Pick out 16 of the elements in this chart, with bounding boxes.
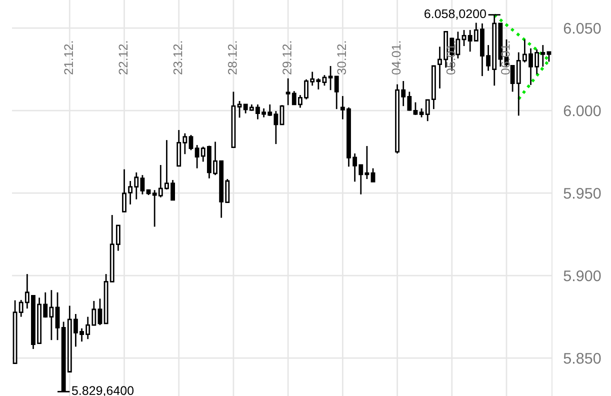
annotation: 5.829,6400 [72, 386, 134, 396]
x-tick-label: 05.01. [446, 41, 456, 75]
x-tick-label: 06.01. [501, 41, 510, 75]
x-tick-label: 22.12. [118, 41, 128, 74]
x-tick-label: 21.12. [64, 41, 73, 74]
y-tick-label: 6.000 [564, 105, 601, 116]
x-tick-label: 29.12. [282, 41, 292, 74]
x-tick-label: 28.12. [228, 41, 237, 74]
y-tick-label: 6.050 [564, 22, 601, 34]
x-tick-label: 30.12. [337, 41, 346, 75]
x-tick-label: 04.01. [392, 41, 401, 75]
x-tick-label: 23.12. [173, 41, 182, 74]
annotation: 6.058,0200 [424, 9, 486, 20]
y-tick-label: 5.850 [564, 352, 601, 364]
y-tick-label: 5.900 [564, 270, 601, 282]
y-tick-label: 5.950 [564, 188, 601, 199]
